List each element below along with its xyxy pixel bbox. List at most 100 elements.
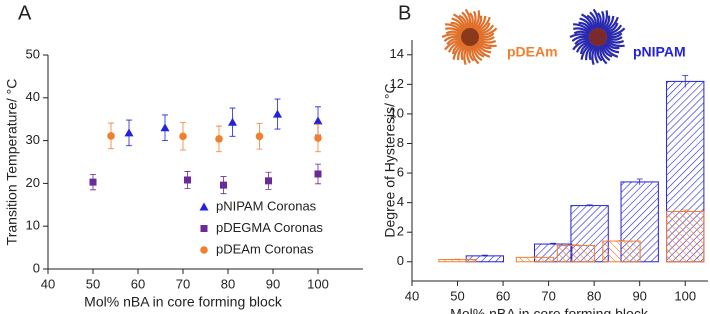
x-tick-label: 100 — [674, 288, 696, 303]
y-tick-label: 6 — [397, 165, 404, 180]
micelle-arm — [477, 24, 495, 35]
micelle-arm — [443, 35, 462, 42]
micelle-arm — [605, 24, 623, 35]
y-tick-label: 50 — [26, 46, 40, 61]
marker — [220, 181, 227, 189]
y-tick-label: 40 — [26, 89, 40, 104]
legend-label: pDEAm — [507, 44, 558, 60]
micelle-arm — [573, 23, 591, 34]
micelle-arm — [605, 39, 625, 48]
error-bar — [531, 256, 538, 258]
micelle-arm — [602, 15, 615, 31]
error-bar — [636, 178, 643, 185]
y-tick-label: 0 — [397, 253, 404, 268]
y-axis-title: Degree of Hysteresis/ °C — [382, 83, 398, 237]
marker — [273, 109, 282, 118]
marker — [313, 116, 323, 125]
micelle-arm — [460, 44, 468, 61]
micelle-arm — [601, 15, 611, 30]
marker — [89, 178, 97, 186]
micelle-arm — [472, 44, 483, 62]
micelle-arm — [597, 12, 602, 29]
micelle-arm — [585, 44, 595, 61]
micelle-arm — [580, 43, 594, 60]
y-tick-label: 30 — [26, 132, 40, 147]
micelle-arm — [586, 14, 596, 30]
y-tick-label: 0 — [33, 260, 40, 275]
x-axis-title: Mol% nBA in core forming block — [84, 294, 283, 310]
legend-label: pNIPAM Coronas — [216, 198, 317, 213]
error-bar — [481, 254, 488, 257]
micelle-core — [461, 28, 479, 46]
micelle-arm — [604, 41, 620, 54]
micelle-arm — [605, 22, 619, 33]
micelle-arm — [569, 33, 590, 38]
error-bar — [572, 244, 579, 247]
marker — [228, 117, 237, 126]
micelle-arm — [444, 39, 463, 51]
micelle-arm — [574, 38, 590, 46]
micelle-arm — [478, 32, 495, 39]
micelle-arm — [445, 23, 463, 34]
micelle-arm — [472, 10, 481, 30]
x-tick-label: 50 — [86, 276, 100, 291]
y-tick-label: 12 — [390, 76, 404, 91]
micelle-arm — [603, 43, 619, 58]
micelle-arm — [589, 11, 597, 29]
micelle-arm — [473, 15, 483, 30]
micelle-arm — [468, 45, 475, 62]
micelle-arm — [581, 13, 594, 30]
micelle-arm — [477, 40, 492, 50]
micelle-arm — [476, 41, 492, 54]
micelle-arm — [594, 45, 599, 64]
micelle-arm — [446, 38, 462, 46]
micelle-arm — [475, 43, 491, 58]
micelle-arm — [575, 41, 591, 53]
y-axis-title: Transition Temperature/ °C — [4, 79, 20, 246]
micelle-arm — [451, 42, 464, 55]
y-tick-label: 10 — [26, 218, 40, 233]
bar — [556, 245, 596, 263]
micelle-arm — [453, 13, 466, 30]
micelle-arm — [470, 10, 477, 29]
micelle-arm — [452, 43, 466, 60]
marker — [160, 123, 170, 132]
micelle-arm — [606, 36, 623, 41]
micelle-arm — [571, 35, 590, 42]
bar — [602, 240, 641, 263]
micelle-arm — [457, 44, 467, 61]
x-tick-label: 40 — [41, 276, 55, 291]
x-tick-label: 70 — [541, 288, 555, 303]
micelle-arm — [602, 44, 613, 58]
x-tick-label: 70 — [176, 276, 190, 291]
x-tick-label: 50 — [450, 288, 464, 303]
micelle-arm — [445, 27, 463, 35]
y-tick-label: 2 — [397, 224, 404, 239]
panel-label: A — [18, 2, 32, 24]
error-bar — [682, 75, 689, 88]
y-tick-label: 14 — [390, 46, 404, 61]
x-tick-label: 90 — [632, 288, 646, 303]
y-tick-label: 20 — [26, 175, 40, 190]
micelle-arm — [606, 27, 626, 36]
legend-label: pNIPAM — [633, 44, 686, 60]
micelle-arm — [598, 10, 605, 29]
micelle-arm — [474, 44, 485, 58]
micelle-arm — [466, 45, 471, 64]
marker — [265, 177, 272, 185]
marker — [124, 128, 134, 137]
micelle-arm — [605, 40, 620, 50]
micelle-arm — [458, 14, 468, 30]
micelle-arm — [588, 44, 596, 61]
x-tick-label: 40 — [405, 288, 419, 303]
micelle-arm — [445, 30, 462, 37]
micelle-arm — [592, 8, 600, 29]
marker — [179, 132, 187, 141]
legend-label: pDEAm Coronas — [216, 241, 314, 256]
micelle-arm — [573, 30, 590, 37]
micelle-arm — [476, 16, 491, 32]
x-tick-label: 60 — [131, 276, 145, 291]
micelle-arm — [572, 39, 591, 51]
micelle-arm — [461, 11, 469, 29]
micelle-arm — [579, 42, 592, 55]
